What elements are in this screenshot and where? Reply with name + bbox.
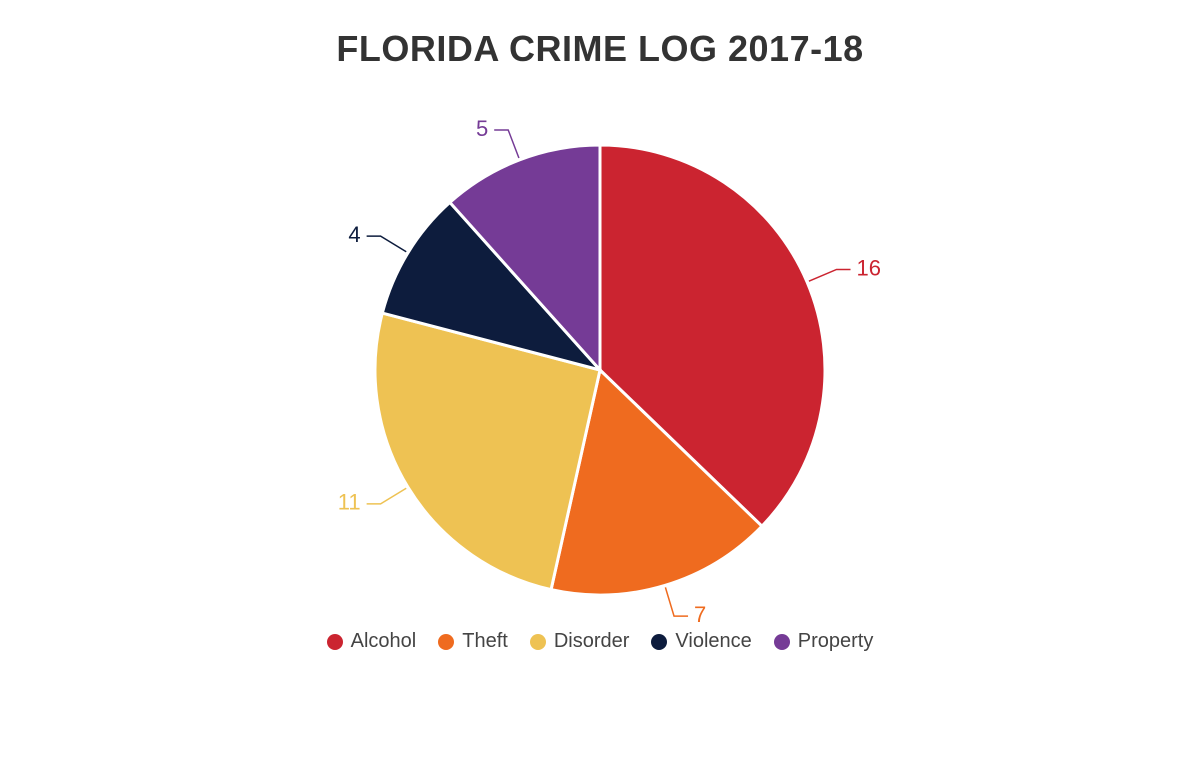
slice-value-label: 5 — [476, 116, 488, 141]
leader-line — [367, 488, 407, 504]
chart-title: FLORIDA CRIME LOG 2017-18 — [0, 0, 1200, 70]
legend-label: Disorder — [554, 630, 630, 653]
legend: Alcohol Theft Disorder Violence Property — [0, 630, 1200, 653]
legend-label: Violence — [675, 630, 751, 653]
slice-value-label: 16 — [857, 255, 881, 280]
slice-value-label: 7 — [694, 602, 706, 627]
legend-swatch — [438, 634, 454, 650]
slice-value-label: 4 — [348, 222, 360, 247]
legend-item-theft: Theft — [438, 630, 508, 653]
legend-item-disorder: Disorder — [530, 630, 630, 653]
legend-item-property: Property — [774, 630, 874, 653]
legend-label: Theft — [462, 630, 508, 653]
legend-swatch — [774, 634, 790, 650]
pie-chart-container: 16 7 11 4 5 — [0, 70, 1200, 630]
pie-chart: 16 7 11 4 5 — [0, 70, 1200, 630]
legend-item-alcohol: Alcohol — [327, 630, 417, 653]
legend-swatch — [327, 634, 343, 650]
leader-line — [494, 130, 519, 158]
legend-swatch — [651, 634, 667, 650]
leader-line — [367, 236, 407, 252]
legend-label: Alcohol — [351, 630, 417, 653]
legend-swatch — [530, 634, 546, 650]
slice-value-label: 11 — [338, 490, 361, 515]
leader-line — [665, 587, 688, 616]
leader-line — [809, 269, 851, 281]
legend-item-violence: Violence — [651, 630, 751, 653]
legend-label: Property — [798, 630, 874, 653]
